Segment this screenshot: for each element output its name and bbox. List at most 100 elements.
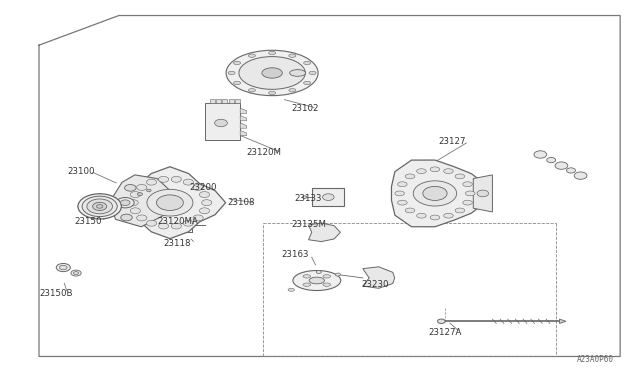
Ellipse shape <box>200 192 210 198</box>
Ellipse shape <box>455 208 465 213</box>
Ellipse shape <box>288 288 294 291</box>
Ellipse shape <box>289 54 296 57</box>
Ellipse shape <box>303 61 310 65</box>
Polygon shape <box>216 99 221 103</box>
Ellipse shape <box>397 182 407 187</box>
Ellipse shape <box>172 223 181 229</box>
Ellipse shape <box>93 202 107 211</box>
Ellipse shape <box>183 179 193 185</box>
Ellipse shape <box>269 91 276 94</box>
Ellipse shape <box>303 283 310 286</box>
Ellipse shape <box>323 275 331 278</box>
Ellipse shape <box>56 263 70 272</box>
Polygon shape <box>473 175 492 212</box>
Ellipse shape <box>147 179 157 185</box>
Ellipse shape <box>234 81 241 84</box>
Ellipse shape <box>293 270 340 291</box>
Ellipse shape <box>136 215 147 221</box>
Text: 23102: 23102 <box>291 104 319 113</box>
Ellipse shape <box>323 283 331 286</box>
Ellipse shape <box>248 54 255 57</box>
Polygon shape <box>109 175 173 227</box>
Ellipse shape <box>566 168 575 173</box>
Ellipse shape <box>183 220 193 226</box>
Ellipse shape <box>413 181 457 206</box>
Ellipse shape <box>239 57 305 89</box>
Polygon shape <box>228 99 234 103</box>
Text: 23127: 23127 <box>438 137 466 146</box>
Text: 23135M: 23135M <box>291 221 326 230</box>
Ellipse shape <box>159 223 169 229</box>
Polygon shape <box>240 123 246 128</box>
Ellipse shape <box>417 213 426 218</box>
Ellipse shape <box>147 189 151 192</box>
Text: 23108: 23108 <box>227 198 255 207</box>
Ellipse shape <box>574 172 587 179</box>
Polygon shape <box>222 99 227 103</box>
Polygon shape <box>240 108 246 113</box>
Ellipse shape <box>547 157 556 163</box>
Ellipse shape <box>465 191 475 196</box>
Ellipse shape <box>116 198 134 208</box>
Ellipse shape <box>87 199 113 214</box>
Ellipse shape <box>463 200 472 205</box>
Text: 23150: 23150 <box>74 217 102 226</box>
Ellipse shape <box>323 194 334 201</box>
Text: 23118: 23118 <box>164 239 191 248</box>
Ellipse shape <box>172 176 181 182</box>
Ellipse shape <box>444 213 453 218</box>
Ellipse shape <box>136 185 147 190</box>
Ellipse shape <box>335 273 340 276</box>
Ellipse shape <box>423 186 447 201</box>
Ellipse shape <box>131 192 140 198</box>
Ellipse shape <box>430 167 440 172</box>
Ellipse shape <box>228 71 235 75</box>
Ellipse shape <box>303 81 310 84</box>
Ellipse shape <box>555 162 568 169</box>
Ellipse shape <box>444 169 453 174</box>
Ellipse shape <box>303 275 310 278</box>
Ellipse shape <box>234 61 241 65</box>
Ellipse shape <box>60 265 67 270</box>
Text: 23127A: 23127A <box>429 328 462 337</box>
Ellipse shape <box>290 70 306 76</box>
Polygon shape <box>240 131 246 136</box>
Ellipse shape <box>193 185 204 190</box>
Ellipse shape <box>193 215 204 221</box>
Ellipse shape <box>82 196 117 217</box>
Polygon shape <box>559 319 566 324</box>
Ellipse shape <box>200 208 210 214</box>
Ellipse shape <box>463 182 472 187</box>
Ellipse shape <box>121 214 132 221</box>
Text: 23230: 23230 <box>362 280 389 289</box>
Polygon shape <box>209 99 214 103</box>
Ellipse shape <box>157 195 183 211</box>
Ellipse shape <box>138 193 143 196</box>
Ellipse shape <box>417 169 426 174</box>
Ellipse shape <box>438 319 445 324</box>
Polygon shape <box>205 103 240 140</box>
Ellipse shape <box>309 71 316 75</box>
Polygon shape <box>308 223 340 241</box>
Ellipse shape <box>248 89 255 92</box>
Ellipse shape <box>128 200 138 206</box>
Ellipse shape <box>78 194 122 219</box>
Ellipse shape <box>147 189 193 216</box>
Ellipse shape <box>269 51 276 55</box>
Text: 23150B: 23150B <box>39 289 72 298</box>
Ellipse shape <box>71 270 81 276</box>
Text: A23A0P60: A23A0P60 <box>577 355 614 364</box>
Ellipse shape <box>97 205 103 208</box>
Ellipse shape <box>120 200 130 205</box>
Ellipse shape <box>430 215 440 220</box>
Text: 23200: 23200 <box>189 183 216 192</box>
Text: 23120MA: 23120MA <box>157 217 198 226</box>
Text: 23120M: 23120M <box>246 148 282 157</box>
Ellipse shape <box>147 220 157 226</box>
Ellipse shape <box>303 196 307 198</box>
Polygon shape <box>363 267 395 288</box>
Ellipse shape <box>131 208 140 214</box>
Ellipse shape <box>477 190 488 197</box>
Ellipse shape <box>455 174 465 179</box>
Ellipse shape <box>202 200 212 206</box>
